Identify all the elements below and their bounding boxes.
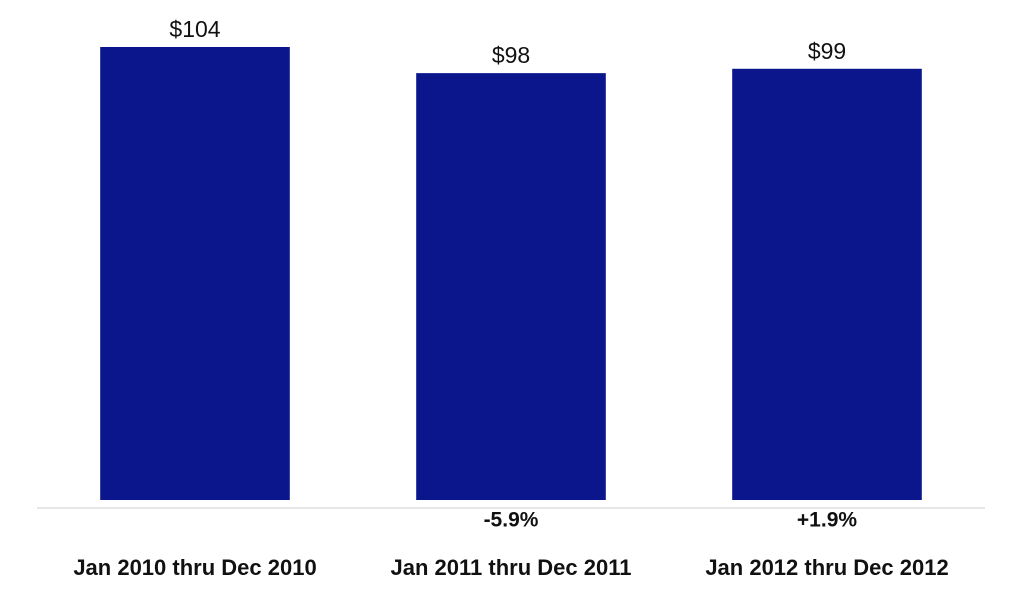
- bar: [416, 73, 606, 500]
- x-tick-label: Jan 2010 thru Dec 2010: [73, 555, 316, 580]
- value-label: $99: [808, 38, 846, 64]
- value-label: $98: [492, 42, 530, 68]
- change-label: -5.9%: [484, 509, 539, 532]
- x-tick-label: Jan 2011 thru Dec 2011: [391, 555, 632, 580]
- value-label: $104: [169, 16, 220, 42]
- change-label: +1.9%: [797, 509, 857, 532]
- x-tick-label: Jan 2012 thru Dec 2012: [705, 555, 948, 580]
- bar: [100, 47, 290, 500]
- bar: [732, 68, 922, 501]
